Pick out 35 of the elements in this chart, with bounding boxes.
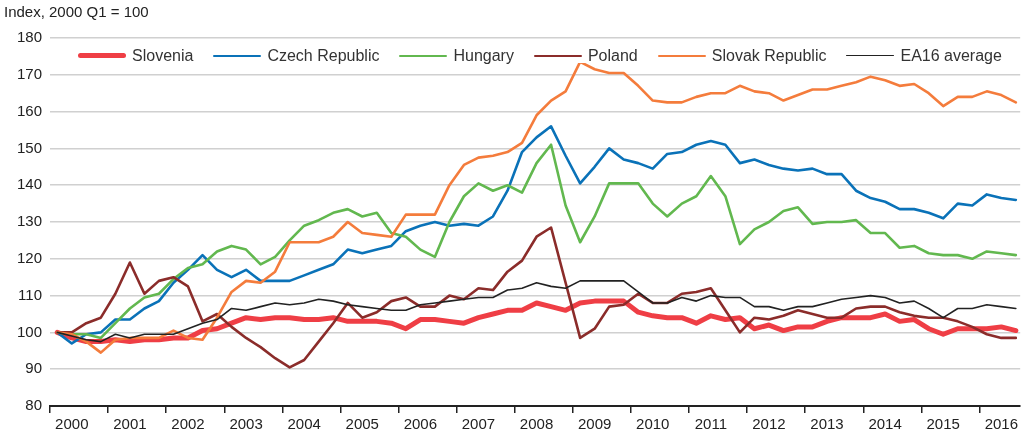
x-tick-label: 2014: [868, 415, 902, 433]
y-tick-label: 130: [16, 212, 42, 230]
y-tick-label: 110: [18, 285, 42, 303]
y-tick-label: 160: [16, 101, 42, 119]
legend-label: Slovak Republic: [711, 47, 827, 64]
x-tick-label: 2007: [461, 415, 496, 433]
x-tick-label: 2006: [403, 415, 438, 433]
x-tick-label: 2012: [752, 415, 786, 433]
legend-label: EA16 average: [900, 47, 1002, 64]
legend-label: Poland: [587, 47, 638, 64]
y-tick-label: 180: [16, 28, 42, 46]
y-tick-label: 140: [16, 175, 42, 193]
x-tick-label: 2000: [55, 415, 89, 433]
y-tick-label: 120: [16, 248, 42, 266]
y-tick-label: 90: [25, 359, 42, 377]
x-tick-label: 2015: [926, 415, 960, 433]
x-tick-label: 2009: [577, 415, 612, 433]
x-tick-label: 2013: [810, 415, 844, 433]
x-tick-label: 2011: [694, 415, 727, 433]
x-tick-label: 2002: [171, 415, 205, 433]
y-tick-label: 80: [25, 396, 42, 414]
x-tick-label: 2010: [636, 415, 670, 433]
y-tick-label: 100: [16, 322, 42, 340]
y-axis-title: Index, 2000 Q1 = 100: [4, 3, 149, 20]
legend-label: Czech Republic: [267, 47, 380, 64]
y-tick-label: 170: [16, 64, 42, 82]
x-tick-label: 2016: [984, 415, 1018, 433]
legend-label: Slovenia: [132, 47, 194, 64]
x-tick-label: 2008: [519, 415, 554, 433]
legend-label: Hungary: [453, 47, 514, 64]
y-tick-label: 150: [16, 138, 42, 156]
x-tick-label: 2005: [345, 415, 379, 433]
x-tick-label: 2004: [287, 415, 321, 433]
x-tick-label: 2003: [229, 415, 263, 433]
x-tick-label: 2001: [113, 415, 147, 433]
